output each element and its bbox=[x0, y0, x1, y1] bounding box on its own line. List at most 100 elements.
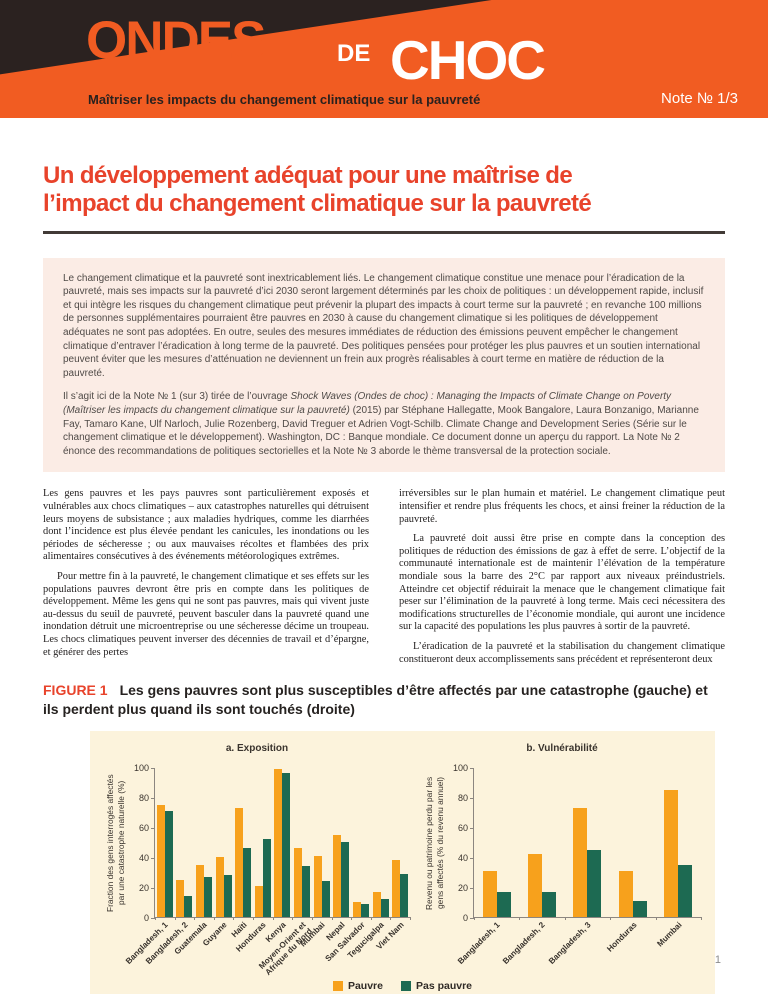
bar-pas-pauvre bbox=[632, 900, 647, 918]
x-tick-mark bbox=[370, 917, 372, 921]
page-number: 1 bbox=[714, 954, 721, 966]
chart-exposition: a. Exposition Fraction des gens interrog… bbox=[104, 743, 411, 977]
italic-text: Shock Waves (Ondes de choc) : Managing t… bbox=[63, 391, 672, 416]
bar-pauvre bbox=[294, 848, 303, 918]
body-paragraph: irréversibles sur le plan humain et maté… bbox=[399, 488, 725, 525]
bar-group bbox=[573, 807, 602, 918]
bar-pauvre bbox=[333, 834, 342, 918]
y-tick-label: 80 bbox=[138, 793, 149, 804]
y-axis-label: Fraction des gens interrogés affectés pa… bbox=[105, 774, 126, 912]
bar-group bbox=[333, 834, 350, 918]
plot-area: 0 20 40 60 80 100 bbox=[134, 763, 411, 923]
legend-swatch bbox=[400, 981, 411, 992]
y-tick-mark bbox=[470, 768, 474, 770]
y-tick-label: 0 bbox=[143, 913, 149, 924]
x-tick-mark bbox=[701, 917, 702, 921]
x-tick-mark bbox=[610, 917, 612, 921]
note-number: Note № 1/3 bbox=[661, 90, 738, 107]
x-tick-mark bbox=[194, 917, 196, 921]
x-tick-mark bbox=[390, 917, 392, 921]
bar-group bbox=[235, 807, 252, 918]
body-paragraph: L’éradication de la pauvreté et la stabi… bbox=[399, 640, 725, 665]
bar-pauvre bbox=[352, 902, 361, 918]
x-tick-mark bbox=[233, 917, 235, 921]
bar-group bbox=[482, 870, 511, 918]
body-paragraph: Pour mettre fin à la pauvreté, le change… bbox=[43, 570, 369, 658]
legend-item: Pauvre bbox=[332, 980, 383, 992]
bar-pauvre bbox=[274, 768, 283, 918]
plot-area: 0 20 40 60 80 100 bbox=[453, 763, 702, 923]
bar-group bbox=[294, 848, 311, 918]
x-tick-mark bbox=[213, 917, 215, 921]
chart-title: a. Exposition bbox=[225, 743, 289, 755]
y-tick-mark bbox=[470, 798, 474, 800]
bar-group bbox=[156, 804, 173, 918]
x-tick-mark bbox=[519, 917, 521, 921]
x-tick-mark bbox=[311, 917, 313, 921]
x-tick-mark bbox=[155, 917, 156, 921]
abstract-paragraph-1: Le changement climatique et la pauvreté … bbox=[63, 272, 704, 379]
column-left: Les gens pauvres et les pays pauvres son… bbox=[43, 488, 369, 666]
bar-group bbox=[528, 854, 557, 918]
bar-group bbox=[372, 891, 389, 918]
legend-item: Pas pauvre bbox=[400, 980, 473, 993]
y-tick-mark bbox=[151, 858, 155, 860]
figure-label: FIGURE 1 bbox=[43, 682, 108, 699]
bar-pauvre bbox=[176, 879, 185, 918]
chart-title: b. Vulnérabilité bbox=[526, 743, 598, 755]
charts-row: a. Exposition Fraction des gens interrog… bbox=[98, 743, 707, 977]
header-banner: ONDES DE CHOC Maîtriser les impacts du c… bbox=[0, 0, 768, 118]
bar-pas-pauvre bbox=[302, 866, 311, 918]
body-columns: Les gens pauvres et les pays pauvres son… bbox=[43, 488, 725, 666]
y-tick-mark bbox=[470, 918, 474, 920]
plain-text: (2015) par Stéphane Hallegatte, Mook Ban… bbox=[63, 405, 699, 457]
bar-pauvre bbox=[482, 870, 497, 918]
y-axis-label: Revenu ou patrimoine perdu par les gens … bbox=[424, 776, 445, 910]
bar-group bbox=[215, 857, 232, 918]
legend-swatch bbox=[332, 981, 343, 992]
bar-pauvre bbox=[254, 885, 263, 918]
y-tick-mark bbox=[151, 828, 155, 830]
body-paragraph: Les gens pauvres et les pays pauvres son… bbox=[43, 488, 369, 563]
bar-pas-pauvre bbox=[587, 849, 602, 918]
y-tick-mark bbox=[151, 798, 155, 800]
y-tick-mark bbox=[470, 858, 474, 860]
logo-word-de: DE bbox=[337, 40, 371, 67]
bar-pas-pauvre bbox=[380, 899, 389, 918]
bar-pauvre bbox=[313, 855, 322, 918]
figure-heading: FIGURE 1 Les gens pauvres sont plus susce… bbox=[43, 681, 725, 718]
bar-pas-pauvre bbox=[164, 810, 173, 918]
bar-pas-pauvre bbox=[262, 839, 271, 918]
legend: Pauvre Pas pauvre bbox=[98, 974, 707, 994]
bar-pauvre bbox=[528, 854, 543, 918]
y-tick-label: 20 bbox=[457, 883, 468, 894]
x-tick-mark bbox=[474, 917, 475, 921]
title-rule bbox=[43, 230, 725, 234]
y-tick-label: 60 bbox=[138, 823, 149, 834]
plain-text: Il s’agit ici de la Note № 1 (sur 3) tir… bbox=[63, 391, 291, 403]
bar-pauvre bbox=[392, 860, 401, 918]
y-tick-label: 40 bbox=[457, 853, 468, 864]
bar-pas-pauvre bbox=[496, 891, 511, 918]
bar-pas-pauvre bbox=[184, 896, 193, 918]
abstract-paragraph-2: Il s’agit ici de la Note № 1 (sur 3) tir… bbox=[63, 390, 705, 458]
bar-pas-pauvre bbox=[282, 773, 291, 918]
bar-group bbox=[196, 864, 213, 918]
x-tick-mark bbox=[655, 917, 657, 921]
bar-group bbox=[392, 860, 409, 918]
x-tick-mark bbox=[331, 917, 333, 921]
y-tick-mark bbox=[151, 768, 155, 770]
figure-panel: a. Exposition Fraction des gens interrog… bbox=[90, 731, 715, 994]
y-tick-label: 60 bbox=[457, 823, 468, 834]
x-tick-mark bbox=[174, 917, 176, 921]
bar-pauvre bbox=[215, 857, 224, 918]
y-tick-mark bbox=[470, 888, 474, 890]
bar-pas-pauvre bbox=[542, 891, 557, 918]
abstract-box: Le changement climatique et la pauvreté … bbox=[43, 257, 725, 473]
bar-group bbox=[254, 839, 271, 918]
legend-label: Pas pauvre bbox=[415, 980, 473, 993]
series-tagline: Maîtriser les impacts du changement clim… bbox=[88, 92, 481, 107]
x-tick-mark bbox=[351, 917, 353, 921]
figure-caption: Les gens pauvres sont plus susceptibles … bbox=[43, 682, 708, 717]
